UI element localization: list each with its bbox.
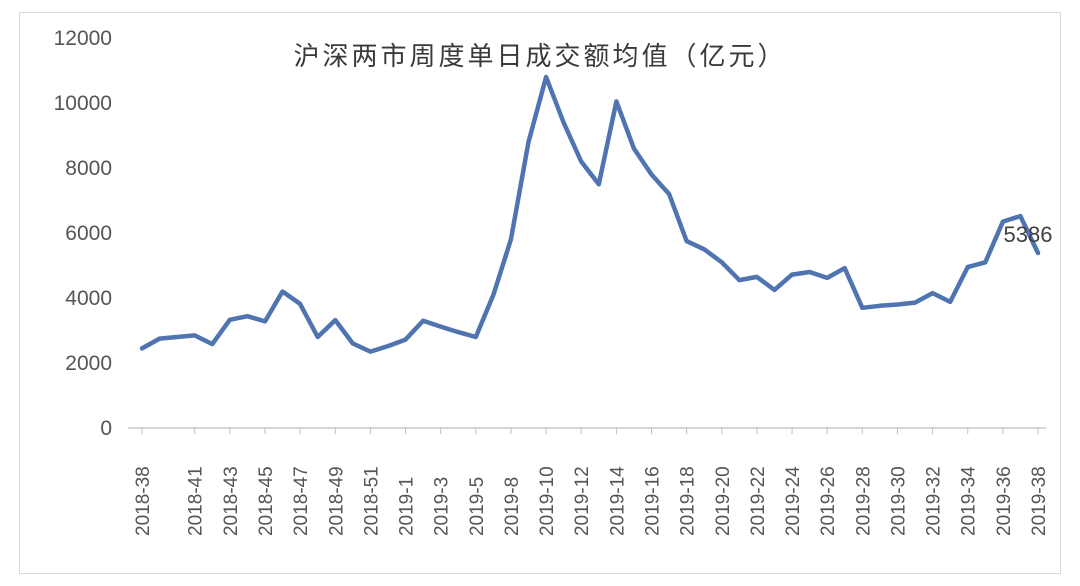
x-tick-label: 2019-28 bbox=[853, 466, 874, 536]
x-tick-label: 2018-49 bbox=[326, 466, 347, 536]
x-tick-label: 2019-8 bbox=[502, 477, 523, 536]
x-tick-label: 2019-38 bbox=[1029, 466, 1050, 536]
x-tick-label: 2019-32 bbox=[924, 466, 945, 536]
x-tick-label: 2019-34 bbox=[959, 466, 980, 536]
y-tick-label: 10000 bbox=[54, 92, 112, 115]
data-label: 5386 bbox=[1004, 222, 1053, 247]
x-tick-label: 2019-3 bbox=[432, 477, 453, 536]
y-tick-label: 0 bbox=[100, 417, 112, 440]
x-tick-label: 2019-5 bbox=[467, 477, 488, 536]
x-tick-label: 2019-14 bbox=[607, 466, 628, 536]
x-tick-label: 2018-41 bbox=[186, 466, 207, 536]
y-tick-label: 2000 bbox=[65, 352, 112, 375]
x-tick-label: 2019-22 bbox=[748, 466, 769, 536]
x-tick-label: 2018-38 bbox=[133, 466, 154, 536]
y-tick-label: 6000 bbox=[65, 222, 112, 245]
x-tick-label: 2018-45 bbox=[256, 466, 277, 536]
y-tick-label: 4000 bbox=[65, 287, 112, 310]
x-tick-label: 2019-24 bbox=[783, 466, 804, 536]
x-tick-label: 2019-26 bbox=[818, 466, 839, 536]
x-tick-label: 2019-18 bbox=[678, 466, 699, 536]
x-tick-label: 2018-47 bbox=[291, 466, 312, 536]
x-tick-label: 2019-1 bbox=[397, 477, 418, 536]
x-tick-label: 2019-36 bbox=[994, 466, 1015, 536]
x-tick-label: 2018-51 bbox=[361, 466, 382, 536]
x-tick-label: 2019-16 bbox=[642, 466, 663, 536]
series-line-0 bbox=[139, 74, 1041, 354]
y-tick-label: 12000 bbox=[54, 27, 112, 50]
y-tick-label: 8000 bbox=[65, 157, 112, 180]
chart-title: 沪深两市周度单日成交额均值（亿元） bbox=[293, 42, 787, 72]
x-tick-label: 2019-12 bbox=[572, 466, 593, 536]
x-tick-label: 2019-10 bbox=[537, 466, 558, 536]
x-tick-label: 2019-30 bbox=[888, 466, 909, 536]
x-tick-label: 2018-43 bbox=[221, 466, 242, 536]
x-tick-label: 2019-20 bbox=[713, 466, 734, 536]
